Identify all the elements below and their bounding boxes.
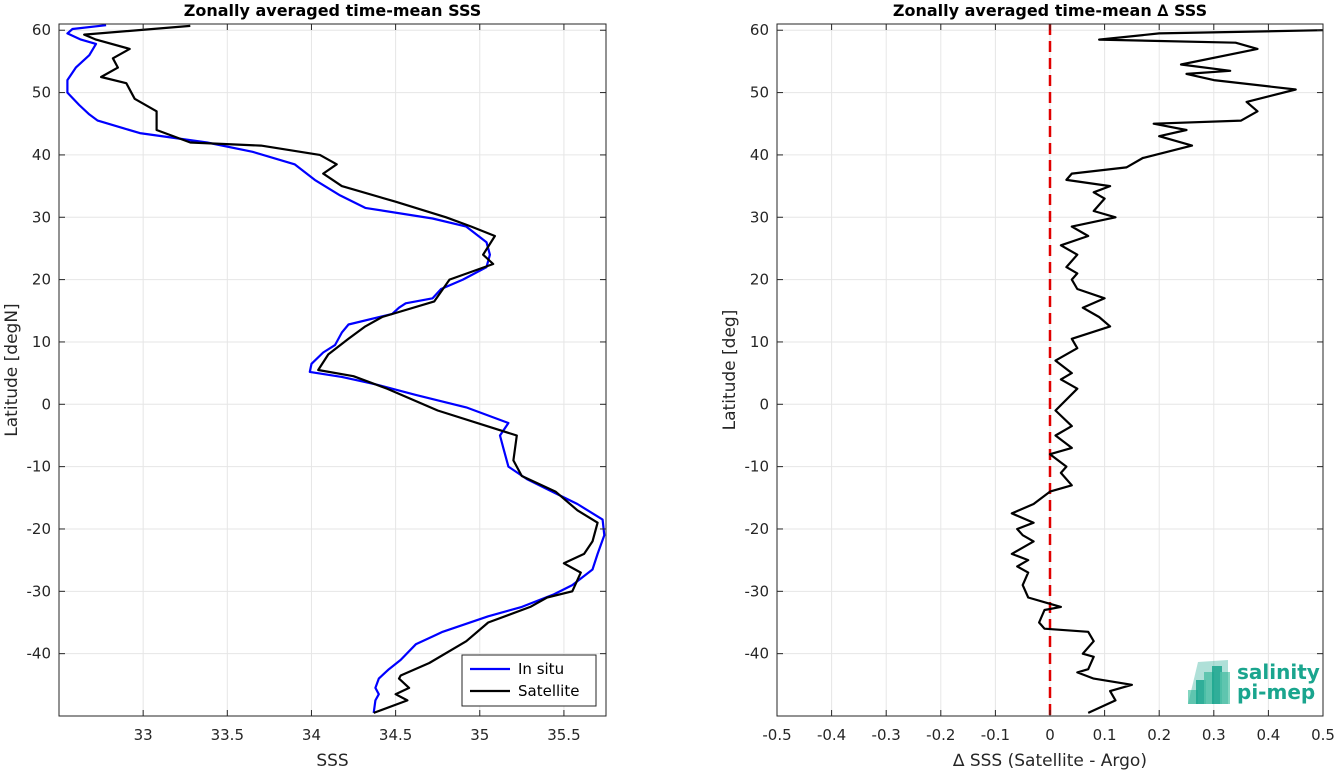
delta-sss-xtick-label-10: 0.5: [1311, 726, 1335, 744]
sss-ytick-label-1: -30: [27, 582, 52, 600]
delta-sss-xtick-label-4: -0.1: [981, 726, 1010, 744]
chart-sss: 33 33.5 34 34.5 35 35.5 -40 -30 -20 -10 0 10 20 30 40 5…: [2, 1, 607, 770]
sss-series-in-situ: [66, 24, 606, 714]
sss-x-axis-label: SSS: [316, 751, 348, 770]
sss-xtick-label-1: 33.5: [211, 726, 244, 744]
sss-xtick-label-4: 35: [470, 726, 489, 744]
logo-wave-bar-2: [1204, 672, 1214, 704]
sss-xtick-label-2: 34: [302, 726, 321, 744]
delta-sss-xtick-label-3: -0.2: [926, 726, 955, 744]
sss-series-satellite: [83, 24, 599, 714]
logo-wave-bar-0: [1188, 690, 1198, 704]
sss-ytick-label-6: 20: [32, 271, 51, 289]
delta-sss-series-0: [1010, 29, 1323, 714]
sss-plot-area: [59, 24, 606, 716]
delta-sss-x-axis-label: ∆ SSS (Satellite - Argo): [952, 751, 1147, 770]
sss-ytick-label-2: -20: [27, 520, 52, 538]
delta-sss-ytick-label-2: -20: [745, 520, 770, 538]
sss-y-axis-label: Latitude [degN]: [2, 303, 22, 436]
delta-sss-ytick-label-9: 50: [750, 84, 769, 102]
delta-sss-chart-title: Zonally averaged time-mean ∆ SSS: [893, 1, 1207, 20]
delta-sss-xtick-label-1: -0.4: [817, 726, 846, 744]
sss-axes-box: [58, 23, 607, 717]
delta-sss-ytick-label-6: 20: [750, 271, 769, 289]
logo-wave-bar-3: [1212, 666, 1222, 704]
logo-text-salinity: salinity: [1237, 660, 1320, 684]
sss-ytick-label-7: 30: [32, 208, 51, 226]
delta-sss-xtick-label-2: -0.3: [872, 726, 901, 744]
delta-sss-ytick-label-5: 10: [750, 333, 769, 351]
logo-wave-shape: [1188, 660, 1228, 704]
delta-sss-y-axis-label: Latitude [deg]: [720, 310, 740, 431]
sss-xtick-label-5: 35.5: [547, 726, 580, 744]
delta-sss-ytick-label-3: -10: [745, 458, 770, 476]
logo-text-pi-mep: pi-mep: [1237, 680, 1315, 704]
sss-xtick-label-0: 33: [134, 726, 153, 744]
sss-chart-title: Zonally averaged time-mean SSS: [184, 1, 482, 20]
delta-sss-xtick-label-7: 0.2: [1147, 726, 1171, 744]
sss-ytick-label-0: -40: [27, 645, 52, 663]
sss-legend-box: [461, 654, 597, 707]
sss-ytick-label-3: -10: [27, 458, 52, 476]
delta-sss-ytick-label-0: -40: [745, 645, 770, 663]
delta-sss-ytick-label-8: 40: [750, 146, 769, 164]
sss-legend-label-0: In situ: [518, 660, 564, 678]
logo-wave-bar-1: [1196, 680, 1206, 704]
delta-sss-ytick-label-1: -30: [745, 582, 770, 600]
sss-ytick-label-4: 0: [41, 395, 51, 413]
delta-sss-xtick-label-8: 0.3: [1202, 726, 1226, 744]
delta-sss-ytick-label-4: 0: [759, 395, 769, 413]
sss-xtick-label-3: 34.5: [379, 726, 412, 744]
delta-sss-xtick-label-6: 0.1: [1093, 726, 1117, 744]
logo-wave-bar-4: [1220, 672, 1230, 704]
delta-sss-xtick-label-5: 0: [1045, 726, 1055, 744]
sss-legend-label-1: Satellite: [518, 682, 579, 700]
sss-ytick-label-5: 10: [32, 333, 51, 351]
sss-ytick-label-10: 60: [32, 21, 51, 39]
delta-sss-ytick-label-10: 60: [750, 21, 769, 39]
delta-sss-xtick-label-0: -0.5: [762, 726, 791, 744]
sss-ytick-label-8: 40: [32, 146, 51, 164]
sss-ytick-label-9: 50: [32, 84, 51, 102]
chart-delta-sss: -0.5 -0.4 -0.3 -0.2 -0.1 0 0.1 0.2 0.3 0.4 0.5 -40 -…: [720, 1, 1335, 770]
delta-sss-ytick-label-7: 30: [750, 208, 769, 226]
delta-sss-xtick-label-9: 0.4: [1256, 726, 1280, 744]
